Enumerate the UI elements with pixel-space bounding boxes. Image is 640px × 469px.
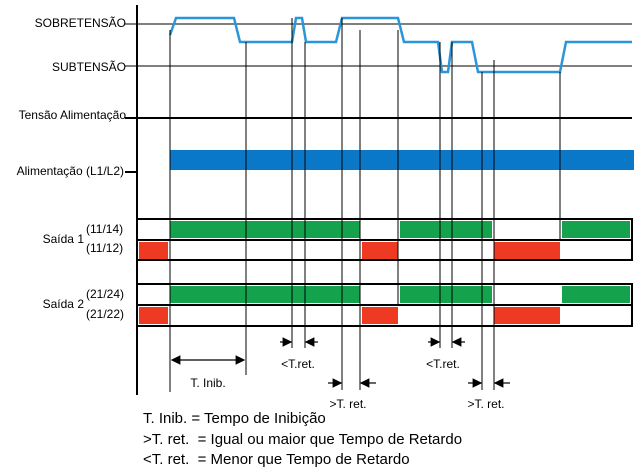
label: Alimentação (L1/L2)	[17, 164, 124, 178]
annotation: <T.ret.	[281, 357, 315, 371]
legend-line: <T. ret. = Menor que Tempo de Retardo	[143, 451, 410, 468]
label: SUBTENSÃO	[52, 60, 126, 74]
legend-line: T. Inib. = Tempo de Inibição	[143, 410, 326, 427]
label: (11/12)	[86, 241, 123, 255]
output-1	[136, 218, 633, 261]
label: Tensão Alimentação	[19, 108, 127, 122]
output-2	[136, 283, 633, 327]
label: Saída 1	[43, 232, 85, 246]
annotation: T. Inib.	[190, 376, 225, 390]
label: Saída 2	[43, 297, 85, 311]
legend-line: >T. ret. = Igual ou maior que Tempo de R…	[143, 431, 462, 448]
timing-lines	[169, 18, 561, 392]
arrows	[170, 337, 510, 388]
annotation: >T. ret.	[329, 397, 366, 411]
label: SOBRETENSÃO	[35, 16, 126, 30]
label: (21/24)	[86, 287, 124, 301]
annotation: >T. ret.	[467, 397, 504, 411]
label: (11/14)	[86, 222, 123, 236]
axes	[125, 5, 632, 395]
annotation: <T.ret.	[426, 357, 460, 371]
label: (21/22)	[86, 307, 124, 321]
voltage-waveform	[168, 16, 632, 74]
supply-band	[170, 150, 634, 170]
